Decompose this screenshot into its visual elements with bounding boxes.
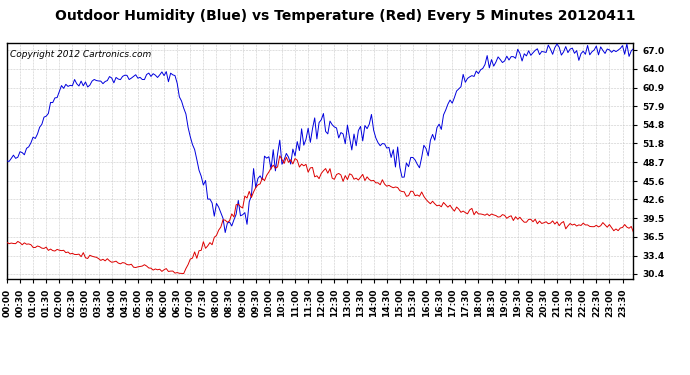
Text: Copyright 2012 Cartronics.com: Copyright 2012 Cartronics.com <box>10 50 151 59</box>
Text: Outdoor Humidity (Blue) vs Temperature (Red) Every 5 Minutes 20120411: Outdoor Humidity (Blue) vs Temperature (… <box>55 9 635 23</box>
